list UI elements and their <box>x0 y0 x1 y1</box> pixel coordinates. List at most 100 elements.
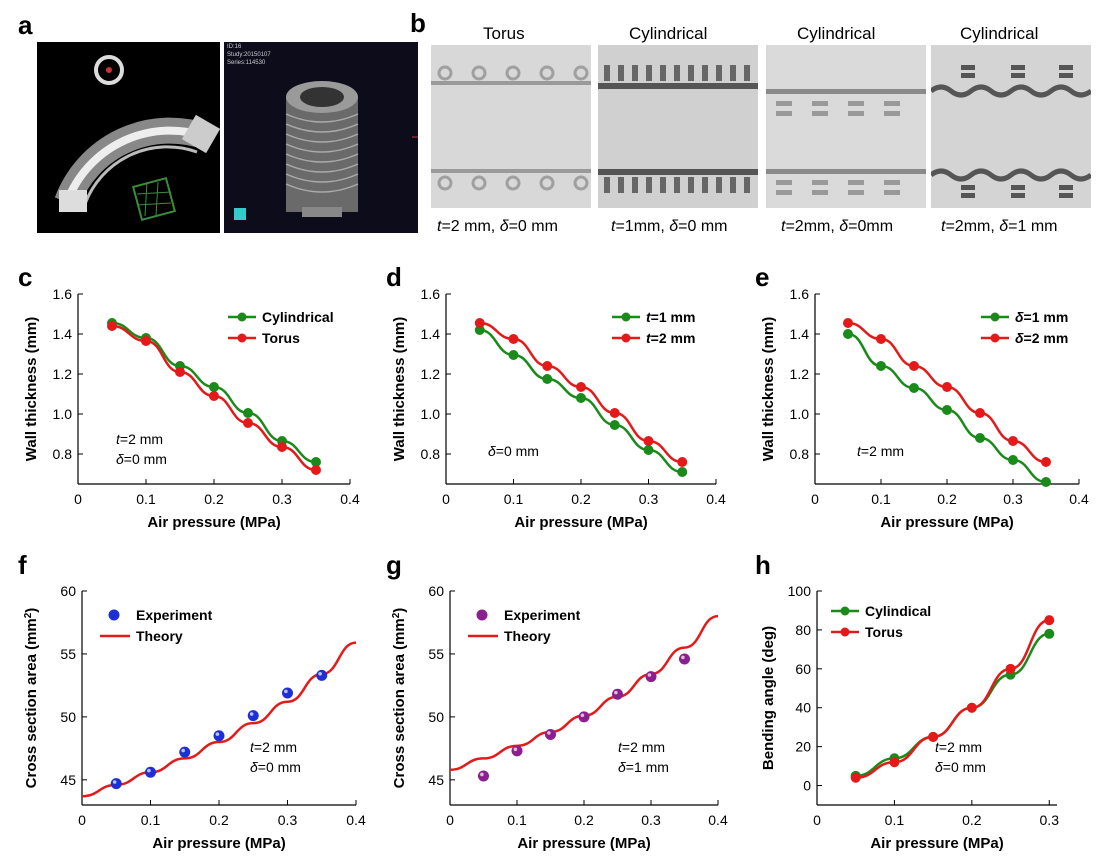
y-tick-label: 0.8 <box>53 446 73 462</box>
x-tick-label: 0 <box>78 812 86 828</box>
panel-b-label-3: Cylindrical <box>797 24 876 43</box>
y-tick-label: 1.0 <box>790 406 810 422</box>
panel-letter-e: e <box>755 262 770 292</box>
y-tick-label: 50 <box>428 709 444 725</box>
x-tick-label: 0.2 <box>937 491 957 507</box>
experiment-point-highlight <box>112 780 117 784</box>
experiment-point-highlight <box>215 732 220 736</box>
series-1-point <box>542 374 553 384</box>
experiment-point <box>612 688 623 700</box>
x-tick-label: 0 <box>811 491 819 507</box>
annotation-text: δ=0 mm <box>935 759 986 775</box>
panel-letter-h: h <box>755 550 771 580</box>
panel-b-caption-1: t=2 mm, δ=0 mm <box>437 218 558 235</box>
ct-3d-render <box>234 81 418 220</box>
x-tick-label: 0.1 <box>141 812 161 828</box>
series-2-point <box>243 418 253 428</box>
series-2-point <box>576 382 586 392</box>
series-2-point <box>609 408 620 418</box>
x-tick-label: 0.4 <box>1069 491 1089 507</box>
ct-image-right: ID:16 Study:20150107 Series:114530 <box>224 42 418 233</box>
y-tick-label: 0 <box>803 778 811 794</box>
legend-experiment-marker <box>108 609 120 621</box>
x-tick-label: 0.3 <box>1040 812 1060 828</box>
y-tick-label: 45 <box>428 772 444 788</box>
y-tick-label: 55 <box>60 646 76 662</box>
x-axis-label: Air pressure (MPa) <box>152 835 285 852</box>
ct-info-line-2: Study:20150107 <box>227 52 271 58</box>
series-2-point <box>643 436 654 446</box>
y-axis-label: Wall thickness (mm) <box>391 317 408 461</box>
experiment-point <box>145 766 156 778</box>
series-2-point <box>942 382 952 392</box>
y-axis-label: Cross section area (mm2) <box>23 608 41 789</box>
y-tick-label: 50 <box>60 709 76 725</box>
x-tick-label: 0.1 <box>504 491 524 507</box>
series-1-point <box>1008 455 1018 465</box>
x-tick-label: 0.4 <box>708 812 728 828</box>
y-tick-label: 1.4 <box>421 326 441 342</box>
annotation-text: δ=1 mm <box>618 759 669 775</box>
xray-cyl-t1-d0 <box>598 45 758 208</box>
x-tick-label: 0.1 <box>871 491 891 507</box>
experiment-point <box>316 669 328 681</box>
experiment-point-highlight <box>147 768 151 773</box>
y-tick-label: 45 <box>60 772 76 788</box>
y-tick-label: 1.6 <box>790 286 810 302</box>
legend-marker-1 <box>237 312 247 322</box>
y-tick-label: 1.6 <box>421 286 441 302</box>
panel-b-label-2: Cylindrical <box>629 24 708 43</box>
experiment-point-highlight <box>580 713 585 718</box>
y-tick-label: 60 <box>60 583 76 599</box>
y-tick-label: 1.0 <box>53 406 73 422</box>
y-axis-label: Wall thickness (mm) <box>23 317 40 461</box>
legend-label-2: t=2 mm <box>646 330 695 346</box>
series-2-point <box>1041 457 1051 467</box>
x-tick-label: 0.1 <box>885 812 905 828</box>
series-2-point <box>1044 615 1055 626</box>
legend-marker-1 <box>840 606 850 616</box>
legend-marker-2 <box>237 333 247 343</box>
x-tick-label: 0 <box>442 491 450 507</box>
x-tick-label: 0.1 <box>136 491 156 507</box>
series-2-point <box>508 334 519 344</box>
series-1-point <box>508 350 519 360</box>
y-axis-label: Cross section area (mm2) <box>391 608 409 789</box>
ct-image-left <box>37 42 221 233</box>
panel-b-caption-4: t=2mm, δ=1 mm <box>941 218 1058 235</box>
series-1-point <box>843 329 853 339</box>
x-axis-label: Air pressure (MPa) <box>880 514 1013 531</box>
annotation-text: t=2 mm <box>857 443 904 459</box>
y-tick-label: 55 <box>428 646 444 662</box>
x-tick-label: 0.2 <box>204 491 224 507</box>
annotation-text: t=2 mm <box>618 739 665 755</box>
experiment-point-highlight <box>181 748 185 753</box>
y-tick-label: 60 <box>795 661 811 677</box>
experiment-point <box>213 730 225 742</box>
legend-label-2: Torus <box>262 330 300 346</box>
y-tick-label: 100 <box>788 583 812 599</box>
x-tick-label: 0 <box>813 812 821 828</box>
experiment-point <box>511 745 523 757</box>
annotation-text: t=2 mm <box>116 431 163 447</box>
panel-b-label-1: Torus <box>483 24 525 43</box>
series-2-point <box>966 702 977 713</box>
panel-letter-a: a <box>18 10 33 40</box>
experiment-point-highlight <box>647 673 652 677</box>
panel-letter-c: c <box>18 262 33 292</box>
series-2-point <box>311 465 321 475</box>
series-2-point <box>909 361 919 371</box>
theory-curve <box>81 641 357 798</box>
y-tick-label: 40 <box>795 700 811 716</box>
experiment-point-highlight <box>681 655 685 660</box>
legend-theory-label: Theory <box>504 628 551 644</box>
legend-label-2: δ=2 mm <box>1015 330 1068 346</box>
y-tick-label: 80 <box>795 622 811 638</box>
ct-info-line-3: Series:114530 <box>227 60 266 66</box>
legend-experiment-marker <box>476 609 488 621</box>
xray-cyl-t2-d1 <box>929 45 1093 208</box>
y-tick-label: 60 <box>428 583 444 599</box>
series-2-point <box>1008 436 1018 446</box>
experiment-point <box>645 671 657 683</box>
xray-cyl-t2-d0 <box>766 45 926 208</box>
